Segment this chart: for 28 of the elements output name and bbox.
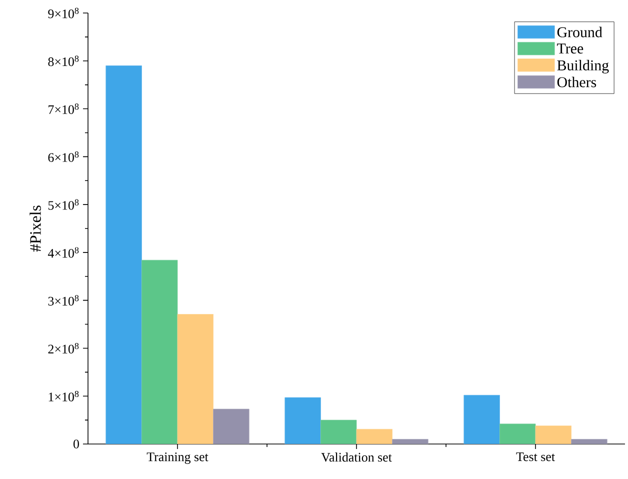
y-tick-label: 0 [74,440,79,448]
bar [284,397,321,444]
y-tick-label: 8×10$^{8}$ [48,56,79,66]
bar [177,314,214,444]
x-tick-label: Validation set [321,452,392,462]
y-tick-label: 4×10$^{8}$ [48,247,79,258]
y-tick-label: 6×10$^{8}$ [48,151,79,162]
bar [213,408,250,444]
x-tick-label: Test set [516,452,555,462]
x-tick-label: Training set [146,452,208,464]
bar [500,424,536,444]
y-tick-label: 5×10$^{8}$ [48,199,79,210]
bar [356,428,393,444]
y-axis-title: #Pixels [30,206,41,252]
bar [320,420,357,444]
bar [535,426,572,444]
y-tick-label: 7×10$^{8}$ [48,104,79,114]
legend-label: Tree [557,44,584,54]
y-tick-label: 3×10$^{8}$ [48,295,79,306]
legend-label: Ground [557,26,602,38]
bar [142,260,178,444]
y-tick-label: 2×10$^{8}$ [48,342,79,354]
legend-label: Others [557,76,596,88]
bar [106,65,142,444]
bar [464,394,500,444]
legend-label: Building [557,60,609,74]
y-tick-label: 1×10$^{8}$ [48,390,79,402]
y-tick-label: 9×10$^{8}$ [48,8,79,18]
